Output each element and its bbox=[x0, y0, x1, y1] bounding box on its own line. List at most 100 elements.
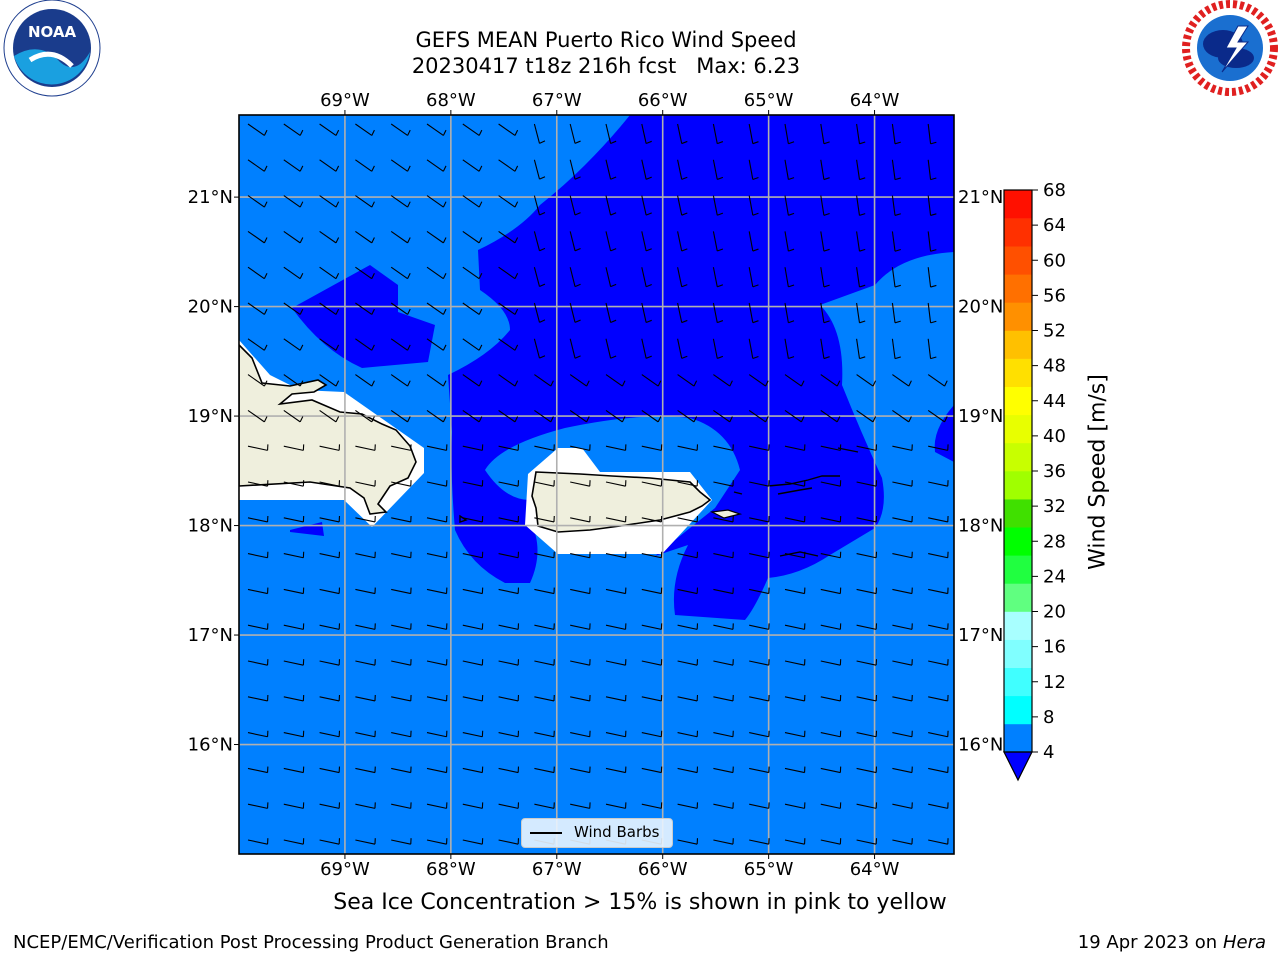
wind-barb bbox=[928, 551, 949, 559]
wind-barb bbox=[498, 587, 520, 595]
wind-barb bbox=[677, 623, 699, 630]
wind-barb bbox=[927, 159, 937, 181]
wind-barb bbox=[677, 480, 699, 487]
wind-barb bbox=[533, 123, 546, 144]
wind-barb bbox=[784, 409, 805, 423]
wind-barb bbox=[677, 802, 699, 809]
wind-barb bbox=[534, 802, 555, 809]
wind-barb bbox=[534, 623, 555, 630]
wind-barb bbox=[784, 730, 806, 738]
wind-barb bbox=[391, 838, 412, 845]
wind-barb bbox=[713, 480, 734, 487]
wind-barb bbox=[498, 623, 520, 630]
wind-barb bbox=[677, 267, 688, 288]
wind-barb bbox=[927, 302, 937, 324]
wind-barb bbox=[641, 338, 652, 359]
wind-barb bbox=[784, 838, 806, 845]
wind-barb bbox=[247, 159, 268, 172]
wind-barb bbox=[569, 267, 581, 288]
wind-barb bbox=[892, 694, 913, 702]
wind-barbs-legend: Wind Barbs bbox=[521, 818, 673, 848]
wind-barb bbox=[891, 338, 901, 360]
wind-barb bbox=[534, 694, 555, 702]
wind-barb bbox=[748, 302, 759, 324]
wind-barb bbox=[856, 159, 866, 181]
wind-barb bbox=[462, 123, 483, 136]
wind-barb bbox=[247, 230, 268, 244]
wind-barb bbox=[534, 659, 555, 666]
lat-label-right: 16°N bbox=[958, 735, 1003, 756]
colorbar-bin bbox=[1004, 723, 1032, 753]
wind-barb bbox=[426, 515, 448, 523]
wind-barb bbox=[891, 195, 901, 216]
colorbar-tick-label: 48 bbox=[1043, 356, 1066, 377]
low-wind-region-east bbox=[934, 405, 954, 462]
wind-barb bbox=[498, 159, 519, 172]
wind-barb bbox=[533, 302, 546, 323]
colorbar-tick-label: 44 bbox=[1043, 391, 1066, 412]
wind-barb bbox=[856, 515, 878, 523]
wind-barb bbox=[712, 267, 724, 288]
wind-barb bbox=[534, 766, 555, 774]
wind-barb bbox=[319, 587, 341, 595]
footer-host: Hera bbox=[1222, 932, 1266, 953]
wind-barb bbox=[390, 123, 411, 136]
wind-barb bbox=[355, 230, 375, 244]
wind-barb bbox=[319, 159, 340, 172]
wind-barb bbox=[641, 444, 663, 451]
wind-barb bbox=[784, 623, 806, 630]
lon-label-top: 68°W bbox=[426, 90, 476, 111]
wind-barb bbox=[355, 338, 375, 351]
wind-barb bbox=[247, 444, 269, 451]
wind-barb bbox=[247, 338, 268, 351]
lon-label-top: 65°W bbox=[744, 90, 794, 111]
wind-barb bbox=[391, 587, 412, 595]
wind-barb bbox=[927, 195, 937, 216]
wind-barb bbox=[892, 623, 913, 630]
wind-barb bbox=[605, 480, 627, 487]
wind-barb bbox=[928, 515, 949, 523]
wind-barb bbox=[820, 374, 841, 387]
wind-barb bbox=[283, 159, 304, 172]
wind-barb bbox=[784, 659, 806, 666]
wind-barb bbox=[426, 587, 448, 595]
wind-barb bbox=[749, 838, 770, 845]
wind-barb bbox=[784, 195, 795, 216]
colorbar-tick-label: 36 bbox=[1043, 461, 1066, 482]
wind-barb bbox=[677, 195, 688, 216]
wind-barb bbox=[677, 231, 688, 252]
wind-barb bbox=[784, 587, 806, 595]
wind-barb bbox=[498, 766, 520, 774]
wind-barb bbox=[605, 231, 617, 252]
wind-barb bbox=[498, 730, 520, 738]
wind-barb bbox=[820, 338, 830, 360]
wind-barb bbox=[748, 159, 759, 180]
wind-barb bbox=[856, 659, 878, 666]
colorbar-bin bbox=[1004, 218, 1032, 247]
wind-barb bbox=[247, 409, 268, 423]
wind-barb bbox=[677, 730, 699, 738]
wind-barb bbox=[426, 480, 448, 487]
colorbar-label: Wind Speed [m/s] bbox=[1085, 374, 1111, 570]
wind-barb bbox=[605, 195, 617, 216]
wind-barb bbox=[677, 123, 688, 145]
colorbar-tick-label: 8 bbox=[1043, 707, 1054, 728]
wind-barb bbox=[856, 409, 877, 423]
wind-barb bbox=[749, 730, 770, 738]
wind-barb bbox=[749, 623, 770, 630]
wind-barb bbox=[283, 480, 305, 487]
wind-barb bbox=[928, 766, 949, 774]
wind-barb bbox=[677, 515, 699, 523]
wind-barb bbox=[319, 374, 340, 387]
wind-barb bbox=[283, 444, 305, 451]
wind-barb bbox=[498, 266, 519, 280]
wind-barb bbox=[749, 694, 770, 702]
colorbar-tick-label: 60 bbox=[1043, 250, 1066, 271]
lon-label-bottom: 65°W bbox=[744, 859, 794, 880]
wind-barb bbox=[462, 623, 484, 630]
nws-logo-icon bbox=[1182, 0, 1278, 96]
wind-barb bbox=[928, 444, 949, 451]
lat-label-left: 20°N bbox=[188, 297, 233, 318]
